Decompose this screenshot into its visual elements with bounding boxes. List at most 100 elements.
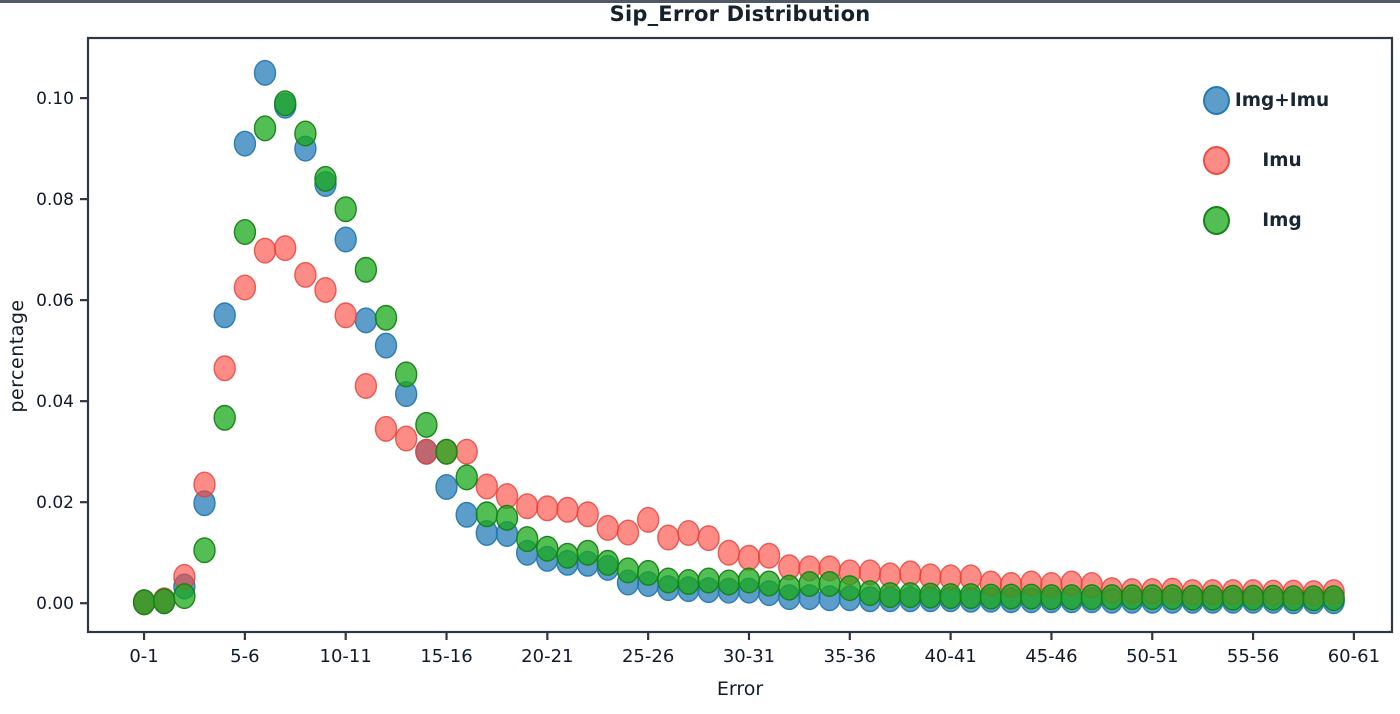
x-axis-label: Error: [716, 678, 764, 700]
x-tick-label: 20-21: [521, 646, 573, 667]
data-point-img-imu: [374, 332, 398, 359]
legend-marker-img: [1203, 205, 1230, 235]
window-top-border: [0, 0, 1400, 3]
data-point-imu: [737, 544, 761, 571]
data-point-imu: [274, 235, 297, 262]
x-tick-label: 25-26: [622, 646, 674, 667]
data-point-img: [979, 583, 1003, 610]
data-point-imu: [657, 524, 680, 551]
data-point-img: [274, 90, 297, 117]
data-point-img: [395, 361, 418, 388]
data-point-img: [495, 504, 519, 531]
data-point-img: [596, 549, 619, 576]
data-point-imu: [637, 506, 660, 533]
data-point-img: [1141, 584, 1164, 611]
data-point-img: [919, 582, 942, 609]
x-tick-label: 10-11: [320, 646, 372, 667]
data-point-img: [697, 567, 720, 594]
data-point-img: [475, 501, 498, 528]
data-point-img: [838, 575, 861, 602]
data-point-imu: [899, 560, 922, 587]
data-point-img: [798, 571, 821, 598]
data-point-img: [677, 569, 700, 596]
data-point-img: [354, 256, 378, 283]
data-point-img: [536, 535, 559, 562]
x-tick-label: 55-56: [1227, 646, 1279, 667]
data-point-img-imu: [213, 302, 236, 329]
data-point-imu: [374, 415, 398, 442]
data-point-img: [576, 539, 599, 566]
data-point-img: [435, 438, 458, 465]
data-point-imu: [475, 473, 498, 500]
y-tick-label: 0.06: [36, 291, 74, 311]
data-point-imu: [697, 525, 720, 552]
data-point-imu: [576, 501, 599, 528]
data-point-img: [1080, 584, 1104, 611]
x-tick-label: 40-41: [924, 646, 976, 667]
legend-label: Img+Imu: [1234, 89, 1330, 111]
data-point-imu: [556, 496, 579, 523]
x-tick-label: 5-6: [230, 646, 259, 667]
data-point-imu: [516, 493, 539, 520]
data-point-imu: [415, 438, 438, 465]
x-tick-label: 15-16: [420, 646, 472, 667]
data-point-img: [173, 583, 196, 610]
data-point-imu: [677, 520, 700, 547]
data-point-img: [818, 571, 841, 598]
data-point-imu: [334, 302, 357, 329]
data-point-imu: [253, 237, 277, 264]
data-point-imu: [213, 355, 236, 382]
data-point-img: [999, 583, 1023, 610]
data-point-img: [657, 567, 680, 594]
data-point-img: [939, 583, 962, 610]
data-point-img: [374, 304, 398, 331]
data-point-img: [334, 196, 357, 223]
x-tick-label: 45-46: [1025, 646, 1077, 667]
legend: Img+Imu Imu Img: [1203, 70, 1334, 250]
legend-label: Img: [1262, 209, 1302, 231]
x-tick-label: 60-61: [1328, 646, 1380, 667]
data-point-img: [1241, 584, 1265, 611]
y-tick-label: 0.04: [36, 392, 74, 412]
data-point-img: [1261, 584, 1285, 611]
data-point-img: [858, 580, 882, 607]
data-point-img: [1201, 584, 1224, 611]
y-tick-label: 0.02: [36, 493, 74, 513]
data-point-imu: [233, 274, 257, 301]
data-point-imu: [536, 495, 559, 522]
data-point-img: [455, 464, 478, 491]
data-point-imu: [314, 277, 337, 304]
data-point-img: [152, 588, 176, 615]
x-tick-label: 0-1: [129, 646, 158, 667]
data-point-img: [737, 567, 761, 594]
data-point-imu: [717, 539, 740, 566]
data-point-img: [637, 559, 660, 586]
chart-title: Sip_Error Distribution: [609, 2, 871, 26]
y-tick-label: 0.08: [36, 190, 74, 210]
data-point-img: [556, 542, 579, 569]
data-point-img-imu: [435, 474, 458, 501]
legend-marker-img-imu: [1203, 85, 1230, 115]
data-point-img-imu: [354, 307, 378, 334]
legend-item-imu: Imu: [1203, 130, 1334, 190]
data-point-img: [516, 526, 539, 553]
plot-border: [86, 36, 1394, 634]
legend-marker-imu: [1203, 145, 1230, 175]
data-point-img: [1282, 585, 1305, 612]
data-point-imu: [596, 514, 619, 541]
data-point-img: [415, 411, 438, 438]
y-tick-label: 0.00: [36, 594, 74, 614]
data-point-imu: [495, 483, 519, 510]
data-point-img: [616, 557, 640, 584]
y-tick-label: 0.10: [36, 89, 74, 109]
legend-item-img-imu: Img+Imu: [1203, 70, 1334, 130]
data-point-imu: [354, 373, 378, 400]
data-point-img: [294, 120, 317, 147]
data-point-img: [213, 404, 236, 431]
data-point-imu: [294, 261, 317, 288]
legend-item-img: Img: [1203, 190, 1334, 250]
x-tick-label: 35-36: [824, 646, 876, 667]
data-point-img: [193, 537, 216, 564]
data-point-img: [314, 165, 337, 192]
